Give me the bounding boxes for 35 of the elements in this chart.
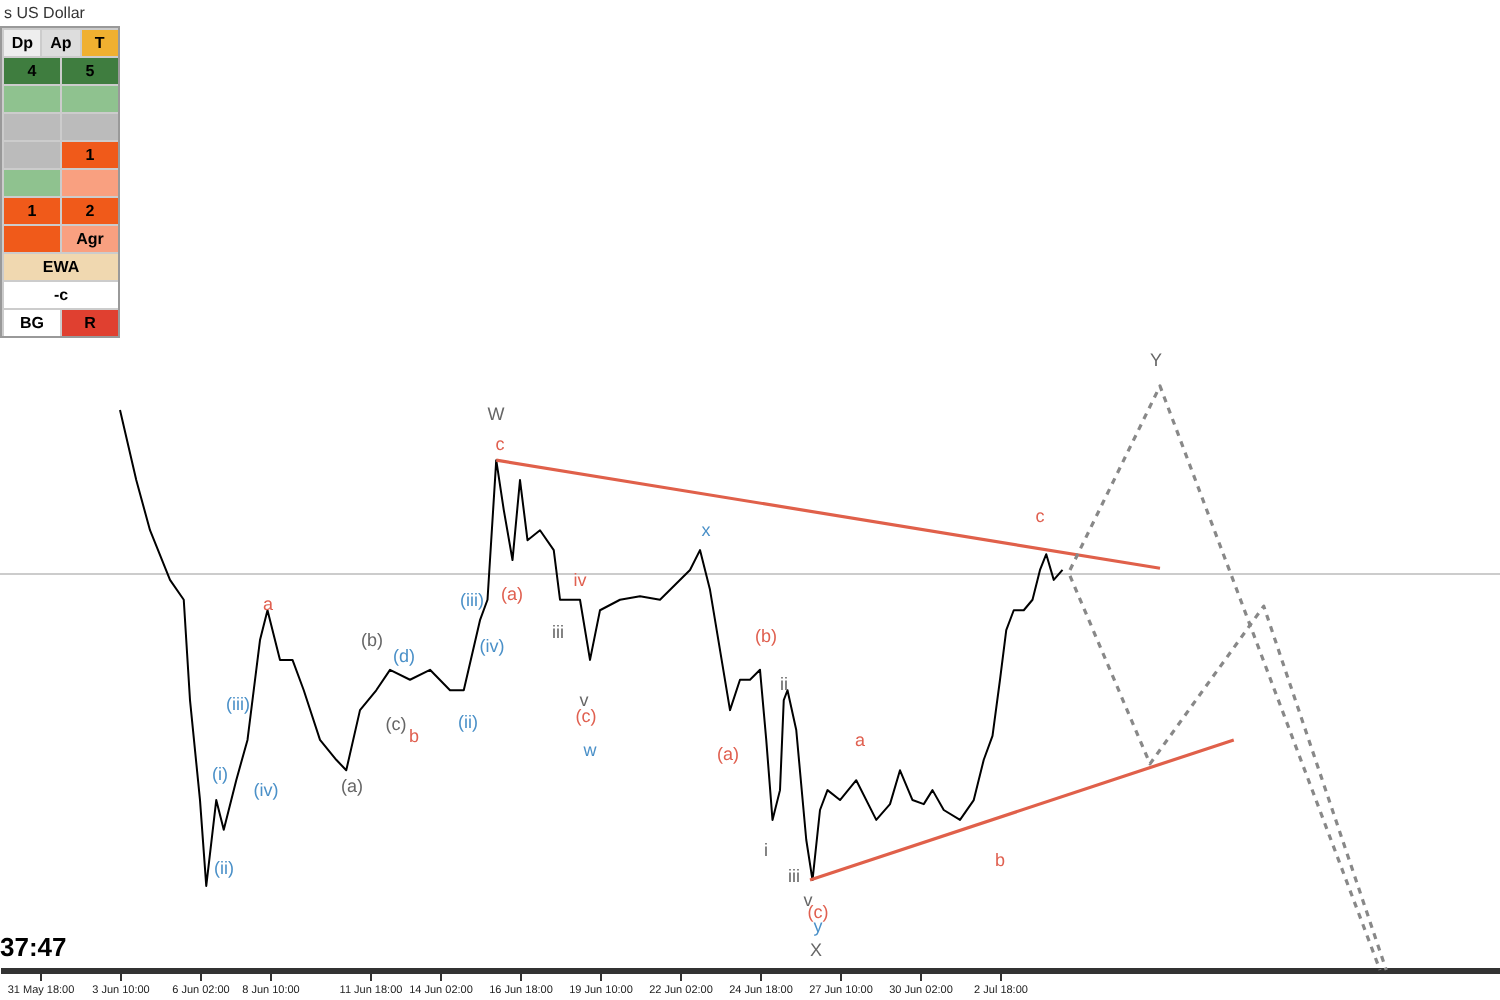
annotation: (a) (717, 744, 739, 764)
chart-title: s US Dollar (4, 4, 85, 22)
annotation: (iv) (253, 780, 279, 800)
annotation: v (579, 690, 590, 710)
annotation: x (701, 520, 712, 540)
annotation: W (487, 404, 506, 424)
annotation: X (809, 940, 823, 960)
annotation: (iii) (226, 694, 250, 714)
annotation: c (495, 434, 506, 454)
annotation: w (581, 740, 598, 760)
indicator-panel: Dp Ap T 4 5 1 1 2 Agr EWA -c BG R (0, 26, 120, 338)
annotation: a (854, 730, 866, 750)
annotation: (a) (501, 584, 523, 604)
annotation: (ii) (458, 712, 478, 732)
annotation: (iii) (460, 590, 484, 610)
annotation: a (262, 594, 274, 614)
annotation: (b) (361, 630, 383, 650)
annotation: (i) (212, 764, 228, 784)
annotation: b (408, 726, 420, 746)
annotation: ii (780, 674, 788, 694)
annotation: (a) (341, 776, 363, 796)
annotation: iii (552, 622, 564, 642)
annotation: (c) (385, 714, 407, 734)
annotation: iv (573, 570, 588, 590)
annotation: 37:47 (0, 932, 67, 962)
annotation: (b) (755, 626, 777, 646)
annotation: iii (788, 866, 800, 886)
annotation: c (1035, 506, 1046, 526)
annotation: (d) (393, 646, 415, 666)
text: Y (1149, 350, 1163, 370)
annotation: (iv) (479, 636, 505, 656)
annotation: b (994, 850, 1006, 870)
annotation: (ii) (214, 858, 234, 878)
annotation: (c) (575, 706, 597, 726)
annotation: i (764, 840, 768, 860)
